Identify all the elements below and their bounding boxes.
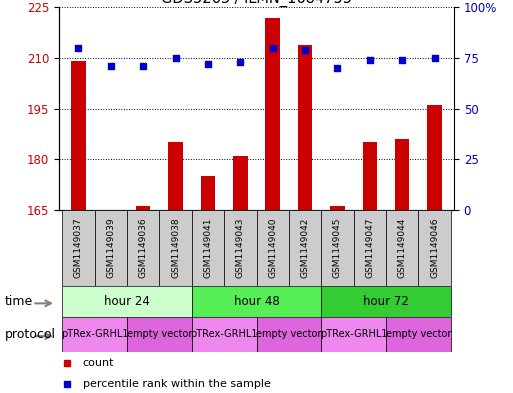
Bar	[62, 317, 127, 352]
Bar	[94, 210, 127, 286]
Bar	[256, 210, 289, 286]
Text: hour 72: hour 72	[363, 295, 409, 309]
Bar	[321, 317, 386, 352]
Bar	[427, 105, 442, 210]
Text: GSM1149037: GSM1149037	[74, 218, 83, 279]
Bar	[353, 210, 386, 286]
Text: empty vector: empty vector	[256, 329, 322, 340]
Text: GSM1149038: GSM1149038	[171, 218, 180, 279]
Bar	[192, 286, 321, 317]
Bar	[321, 210, 353, 286]
Text: hour 24: hour 24	[104, 295, 150, 309]
Bar	[127, 317, 192, 352]
Bar	[265, 18, 280, 210]
Bar	[192, 210, 224, 286]
Bar	[298, 44, 312, 210]
Text: GSM1149036: GSM1149036	[139, 218, 148, 279]
Point	[269, 45, 277, 51]
Bar	[363, 142, 377, 210]
Point	[430, 55, 439, 61]
Bar	[224, 210, 256, 286]
Bar	[256, 317, 321, 352]
Text: count: count	[83, 358, 114, 368]
Bar	[201, 176, 215, 210]
Text: pTRex-GRHL1: pTRex-GRHL1	[320, 329, 387, 340]
Text: GSM1149041: GSM1149041	[204, 218, 212, 278]
Bar	[168, 142, 183, 210]
Bar	[192, 317, 256, 352]
Point	[171, 55, 180, 61]
Bar	[233, 156, 248, 210]
Text: GSM1149047: GSM1149047	[365, 218, 374, 278]
Text: pTRex-GRHL1: pTRex-GRHL1	[61, 329, 128, 340]
Text: empty vector: empty vector	[127, 329, 192, 340]
Point	[204, 61, 212, 67]
Text: GSM1149046: GSM1149046	[430, 218, 439, 278]
Text: GSM1149044: GSM1149044	[398, 218, 407, 278]
Point	[333, 65, 342, 72]
Point	[366, 57, 374, 63]
Bar	[395, 139, 409, 210]
Point	[236, 59, 244, 65]
Bar	[71, 61, 86, 210]
Bar	[127, 210, 160, 286]
Text: protocol: protocol	[5, 328, 56, 341]
Text: hour 48: hour 48	[233, 295, 280, 309]
Text: GSM1149045: GSM1149045	[333, 218, 342, 278]
Bar	[321, 286, 451, 317]
Point	[107, 63, 115, 69]
Text: percentile rank within the sample: percentile rank within the sample	[83, 379, 270, 389]
Bar	[136, 206, 150, 210]
Point	[301, 47, 309, 53]
Point	[139, 63, 147, 69]
Text: GSM1149040: GSM1149040	[268, 218, 277, 278]
Text: time: time	[5, 295, 33, 309]
Point	[74, 45, 83, 51]
Title: GDS5263 / ILMN_1684755: GDS5263 / ILMN_1684755	[161, 0, 352, 7]
Text: GSM1149042: GSM1149042	[301, 218, 309, 278]
Text: GSM1149043: GSM1149043	[236, 218, 245, 278]
Bar	[419, 210, 451, 286]
Point	[398, 57, 406, 63]
Text: pTRex-GRHL1: pTRex-GRHL1	[190, 329, 258, 340]
Text: GSM1149039: GSM1149039	[106, 218, 115, 279]
Bar	[289, 210, 321, 286]
Text: empty vector: empty vector	[386, 329, 451, 340]
Bar	[386, 317, 451, 352]
Bar	[386, 210, 419, 286]
Bar	[330, 206, 345, 210]
Bar	[62, 286, 192, 317]
Bar	[62, 210, 94, 286]
Bar	[160, 210, 192, 286]
